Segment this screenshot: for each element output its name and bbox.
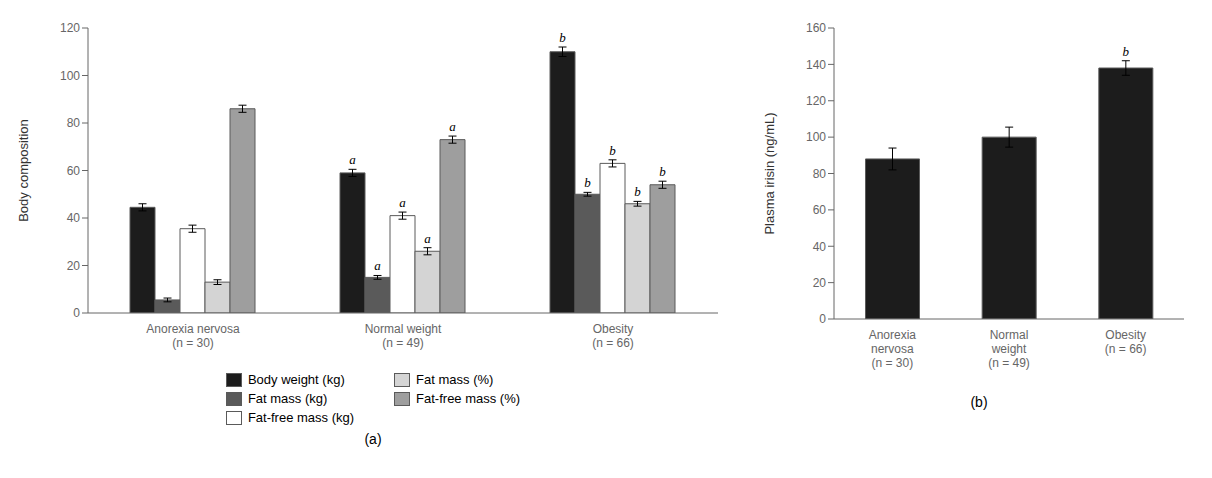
svg-text:a: a	[449, 119, 456, 134]
svg-text:b: b	[659, 164, 666, 179]
html-text:(a): (a)	[364, 431, 382, 447]
svg-text:b: b	[609, 143, 616, 158]
html-text:(b): (b)	[970, 394, 988, 410]
svg-text:Plasma irisin (ng/mL): Plasma irisin (ng/mL)	[762, 112, 777, 234]
svg-text:a: a	[374, 258, 381, 273]
svg-text:b: b	[584, 175, 591, 190]
svg-text:Anorexianervosa(n = 30): Anorexianervosa(n = 30)	[869, 328, 917, 370]
html-text:Fat mass (%): Fat mass (%)	[416, 372, 494, 387]
svg-text:120: 120	[806, 94, 826, 108]
svg-text:60: 60	[813, 203, 827, 217]
svg-text:0: 0	[819, 312, 826, 326]
svg-text:b: b	[559, 30, 566, 45]
svg-text:100: 100	[60, 69, 80, 83]
svg-text:80: 80	[67, 116, 81, 130]
svg-text:a: a	[399, 195, 406, 210]
svg-text:140: 140	[806, 58, 826, 72]
svg-text:Normalweight(n = 49): Normalweight(n = 49)	[988, 328, 1030, 370]
html-text:Fat mass (kg): Fat mass (kg)	[247, 391, 328, 406]
svg-text:40: 40	[67, 211, 81, 225]
svg-text:60: 60	[67, 164, 81, 178]
svg-text:20: 20	[67, 259, 81, 273]
svg-text:b: b	[634, 184, 641, 199]
svg-text:120: 120	[60, 21, 80, 35]
svg-text:160: 160	[806, 21, 826, 35]
svg-text:0: 0	[73, 306, 80, 320]
svg-text:20: 20	[813, 276, 827, 290]
html-text:Fat-free mass (%): Fat-free mass (%)	[416, 391, 521, 406]
html-text:Body weight (kg): Body weight (kg)	[247, 372, 345, 387]
svg-text:Obesity(n = 66): Obesity(n = 66)	[1105, 328, 1147, 356]
svg-text:Normal weight(n = 49): Normal weight(n = 49)	[365, 322, 442, 350]
svg-text:Body composition: Body composition	[16, 119, 31, 222]
svg-text:a: a	[349, 152, 356, 167]
svg-text:100: 100	[806, 130, 826, 144]
html-text:Fat-free mass (kg): Fat-free mass (kg)	[247, 410, 355, 425]
svg-text:a: a	[424, 231, 431, 246]
svg-text:Obesity(n = 66): Obesity(n = 66)	[592, 322, 634, 350]
svg-text:Anorexia nervosa(n = 30): Anorexia nervosa(n = 30)	[146, 322, 240, 350]
svg-text:80: 80	[813, 167, 827, 181]
svg-text:40: 40	[813, 240, 827, 254]
svg-text:b: b	[1123, 44, 1130, 59]
